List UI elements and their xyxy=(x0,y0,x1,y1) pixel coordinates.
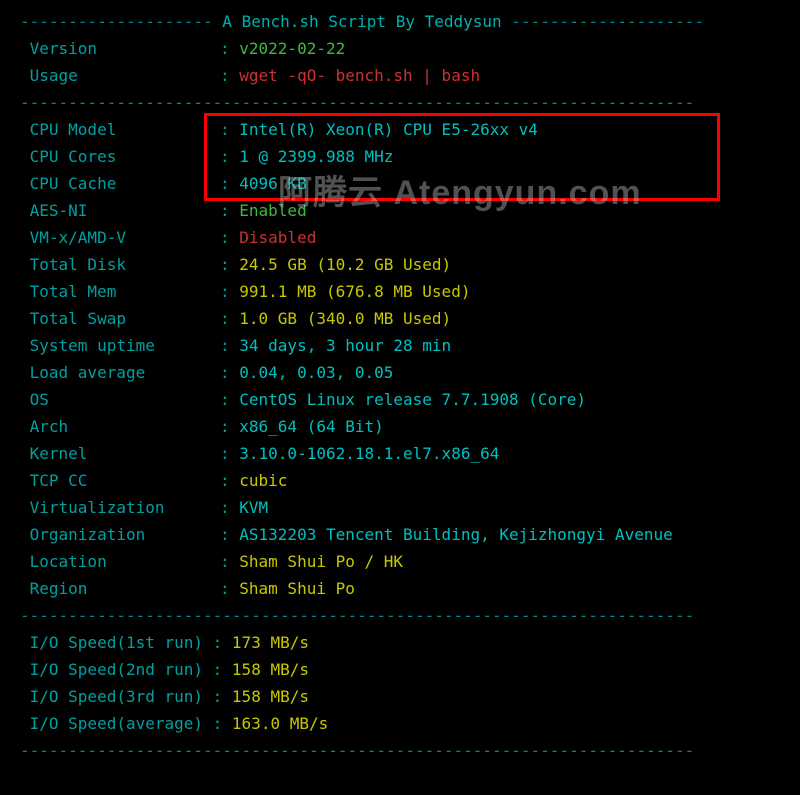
sysinfo-value: Intel(R) Xeon(R) CPU E5-26xx v4 xyxy=(239,120,538,139)
script-title: A Bench.sh Script By Teddysun xyxy=(222,12,501,31)
usage-value: wget -qO- bench.sh | bash xyxy=(239,66,480,85)
io-row: I/O Speed(2nd run) : 158 MB/s xyxy=(20,656,780,683)
sysinfo-label: Total Swap xyxy=(20,305,220,332)
io-row: I/O Speed(1st run) : 173 MB/s xyxy=(20,629,780,656)
usage-label: Usage xyxy=(20,62,220,89)
sysinfo-value: 0.04, 0.03, 0.05 xyxy=(239,363,393,382)
sysinfo-label: Total Disk xyxy=(20,251,220,278)
io-row: I/O Speed(3rd run) : 158 MB/s xyxy=(20,683,780,710)
dashes-left: -------------------- xyxy=(20,12,222,31)
sysinfo-row: Virtualization: KVM xyxy=(20,494,780,521)
sysinfo-row: CPU Cache: 4096 KB xyxy=(20,170,780,197)
sysinfo-value: 24.5 GB (10.2 GB Used) xyxy=(239,255,451,274)
sysinfo-row: Load average: 0.04, 0.03, 0.05 xyxy=(20,359,780,386)
sysinfo-label: CPU Cache xyxy=(20,170,220,197)
sysinfo-value: 4096 KB xyxy=(239,174,306,193)
sysinfo-label: OS xyxy=(20,386,220,413)
sysinfo-value: KVM xyxy=(239,498,268,517)
io-label: I/O Speed(1st run) xyxy=(20,629,213,656)
sysinfo-label: System uptime xyxy=(20,332,220,359)
sysinfo-value: Sham Shui Po xyxy=(239,579,355,598)
dashes-right: -------------------- xyxy=(502,12,704,31)
sysinfo-value: CentOS Linux release 7.7.1908 (Core) xyxy=(239,390,586,409)
sysinfo-value: 991.1 MB (676.8 MB Used) xyxy=(239,282,470,301)
sysinfo-row: OS: CentOS Linux release 7.7.1908 (Core) xyxy=(20,386,780,413)
sysinfo-row: TCP CC: cubic xyxy=(20,467,780,494)
sysinfo-row: Region: Sham Shui Po xyxy=(20,575,780,602)
sysinfo-value: x86_64 (64 Bit) xyxy=(239,417,384,436)
sysinfo-label: CPU Model xyxy=(20,116,220,143)
sysinfo-label: Region xyxy=(20,575,220,602)
sysinfo-row: System uptime: 34 days, 3 hour 28 min xyxy=(20,332,780,359)
sysinfo-value: 1.0 GB (340.0 MB Used) xyxy=(239,309,451,328)
sysinfo-row: Arch: x86_64 (64 Bit) xyxy=(20,413,780,440)
io-value: 173 MB/s xyxy=(232,633,309,652)
sysinfo-value: Sham Shui Po / HK xyxy=(239,552,403,571)
io-speed-block: I/O Speed(1st run) : 173 MB/s I/O Speed(… xyxy=(20,629,780,737)
sysinfo-row: CPU Cores: 1 @ 2399.988 MHz xyxy=(20,143,780,170)
sysinfo-value: Disabled xyxy=(239,228,316,247)
sysinfo-row: Total Disk: 24.5 GB (10.2 GB Used) xyxy=(20,251,780,278)
version-label: Version xyxy=(20,35,220,62)
sysinfo-label: Kernel xyxy=(20,440,220,467)
io-value: 163.0 MB/s xyxy=(232,714,328,733)
sysinfo-row: Organization: AS132203 Tencent Building,… xyxy=(20,521,780,548)
sysinfo-value: 3.10.0-1062.18.1.el7.x86_64 xyxy=(239,444,499,463)
sysinfo-row: AES-NI: Enabled xyxy=(20,197,780,224)
sysinfo-row: Kernel: 3.10.0-1062.18.1.el7.x86_64 xyxy=(20,440,780,467)
io-label: I/O Speed(3rd run) xyxy=(20,683,213,710)
io-label: I/O Speed(2nd run) xyxy=(20,656,213,683)
divider-2: ----------------------------------------… xyxy=(20,602,780,629)
sysinfo-label: Arch xyxy=(20,413,220,440)
version-row: Version: v2022-02-22 xyxy=(20,35,780,62)
divider-1: ----------------------------------------… xyxy=(20,89,780,116)
sysinfo-label: VM-x/AMD-V xyxy=(20,224,220,251)
header-line: -------------------- A Bench.sh Script B… xyxy=(20,8,780,35)
sysinfo-label: AES-NI xyxy=(20,197,220,224)
version-value: v2022-02-22 xyxy=(239,39,345,58)
io-row: I/O Speed(average) : 163.0 MB/s xyxy=(20,710,780,737)
system-info-block: CPU Model: Intel(R) Xeon(R) CPU E5-26xx … xyxy=(20,116,780,602)
sysinfo-value: 34 days, 3 hour 28 min xyxy=(239,336,451,355)
divider-3: ----------------------------------------… xyxy=(20,737,780,764)
sysinfo-value: cubic xyxy=(239,471,287,490)
sysinfo-label: Load average xyxy=(20,359,220,386)
sysinfo-row: CPU Model: Intel(R) Xeon(R) CPU E5-26xx … xyxy=(20,116,780,143)
sysinfo-label: Organization xyxy=(20,521,220,548)
sysinfo-value: 1 @ 2399.988 MHz xyxy=(239,147,393,166)
sysinfo-row: Total Swap: 1.0 GB (340.0 MB Used) xyxy=(20,305,780,332)
sysinfo-label: Total Mem xyxy=(20,278,220,305)
sysinfo-value: Enabled xyxy=(239,201,306,220)
io-value: 158 MB/s xyxy=(232,687,309,706)
terminal-output: -------------------- A Bench.sh Script B… xyxy=(0,0,800,772)
sysinfo-value: AS132203 Tencent Building, Kejizhongyi A… xyxy=(239,525,672,544)
sysinfo-label: CPU Cores xyxy=(20,143,220,170)
sysinfo-row: VM-x/AMD-V: Disabled xyxy=(20,224,780,251)
sysinfo-label: TCP CC xyxy=(20,467,220,494)
sysinfo-row: Total Mem: 991.1 MB (676.8 MB Used) xyxy=(20,278,780,305)
usage-row: Usage: wget -qO- bench.sh | bash xyxy=(20,62,780,89)
sysinfo-label: Location xyxy=(20,548,220,575)
sysinfo-row: Location: Sham Shui Po / HK xyxy=(20,548,780,575)
io-value: 158 MB/s xyxy=(232,660,309,679)
io-label: I/O Speed(average) xyxy=(20,710,213,737)
sysinfo-label: Virtualization xyxy=(20,494,220,521)
